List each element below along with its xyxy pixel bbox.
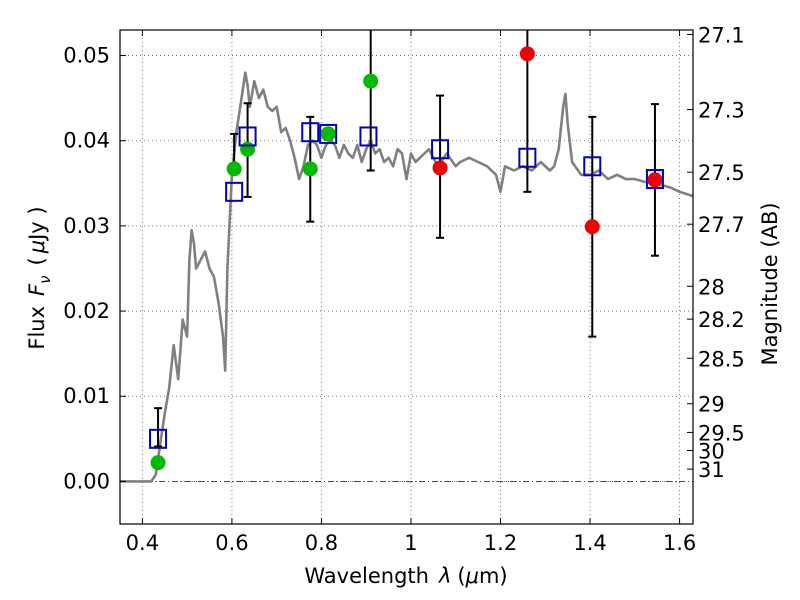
model-photometry-point	[238, 126, 257, 147]
magnitude-tick-label: 28.2	[698, 308, 745, 332]
magnitude-tick-label: 28.5	[698, 347, 745, 371]
y-ticks: 0.00 0.01 0.02 0.03 0.04 0.05	[63, 44, 126, 493]
observed-point	[302, 161, 318, 177]
model-photometry-point	[225, 181, 244, 202]
y-tick-label: 0.01	[63, 384, 110, 408]
model-photometry-point	[645, 169, 664, 190]
magnitude-axis-label: Magnitude (AB)	[758, 202, 782, 365]
model-photometry-point	[359, 126, 378, 147]
x-tick-label: 1.2	[484, 531, 517, 555]
grid	[120, 30, 693, 524]
observed-point	[647, 172, 663, 188]
magnitude-tick-label: 27.3	[698, 99, 745, 123]
model-photometry-point	[149, 428, 168, 449]
magnitude-tick-label: 30	[698, 439, 725, 463]
y-tick-label: 0.03	[63, 214, 110, 238]
observed-point	[320, 126, 336, 142]
error-bars	[154, 30, 659, 448]
observed-point	[519, 46, 535, 62]
magnitude-tick-label: 27.7	[698, 213, 745, 237]
observed-point	[150, 455, 166, 471]
x-tick-label: 1.6	[663, 531, 696, 555]
magnitude-tick-label: 27.1	[698, 23, 745, 47]
x-ticks: 0.4 0.6 0.8 1 1.2 1.4 1.6	[126, 30, 696, 555]
x-tick-label: 0.6	[215, 531, 248, 555]
y-tick-label: 0.02	[63, 299, 110, 323]
plot-frame	[119, 29, 694, 525]
observed-point	[432, 160, 448, 176]
y-axis-label: FluxFν(μJy )	[25, 206, 54, 349]
magnitude-tick-label: 28	[698, 275, 725, 299]
model-photometry-point	[319, 123, 338, 144]
observed-point	[240, 141, 256, 157]
model-photometry-point	[583, 156, 602, 177]
model-photometry-points	[149, 122, 664, 449]
magnitude-tick-label: 29.5	[698, 421, 745, 445]
observed-point	[584, 219, 600, 235]
magnitude-tick-label: 29	[698, 393, 725, 417]
x-tick-label: 1.4	[573, 531, 606, 555]
y-tick-label: 0.04	[63, 129, 110, 153]
x-axis-label: Wavelength λ (μm)	[304, 564, 507, 588]
x-tick-label: 0.4	[126, 531, 159, 555]
magnitude-tick-label: 31	[698, 458, 725, 482]
x-tick-label: 0.8	[305, 531, 338, 555]
spectrum-path	[120, 71, 694, 483]
model-spectrum-line	[120, 71, 694, 483]
x-tick-label: 1	[404, 531, 417, 555]
model-photometry-point	[431, 139, 450, 160]
model-photometry-point	[301, 122, 320, 143]
observed-point	[363, 73, 379, 89]
y-tick-label: 0.00	[63, 469, 110, 493]
observed-point	[226, 161, 242, 177]
y-tick-label: 0.05	[63, 44, 110, 68]
model-photometry-point	[518, 147, 537, 168]
magnitude-tick-label: 27.5	[698, 161, 745, 185]
